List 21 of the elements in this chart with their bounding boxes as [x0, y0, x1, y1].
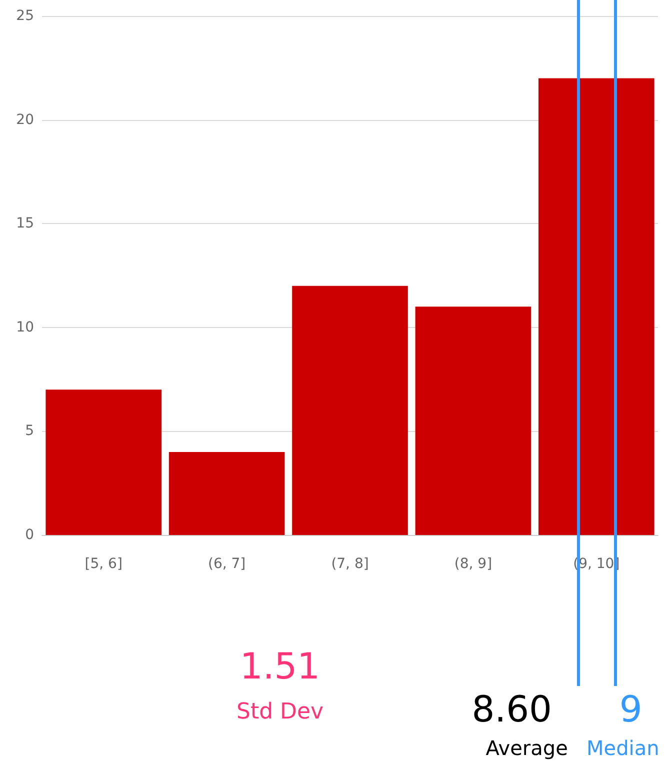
text: 9 [619, 690, 642, 730]
bar [538, 78, 654, 535]
x-tick-label: (7, 8] [331, 556, 369, 572]
y-tick-label: 5 [25, 423, 34, 440]
y-tick-label: 20 [16, 112, 34, 128]
x-tick-label: (8, 9] [454, 556, 492, 572]
ref-line-label: Average [486, 736, 568, 760]
bar [46, 390, 162, 535]
bar [292, 286, 408, 535]
ref-line-label: Median [586, 736, 660, 760]
text: 1.51 [240, 646, 320, 688]
bar [415, 306, 532, 535]
y-tick-label: 10 [16, 319, 34, 336]
x-tick-label: [5, 6] [84, 556, 122, 572]
y-tick-label: 25 [16, 8, 34, 24]
x-tick-label: (6, 7] [208, 556, 246, 572]
text: 8.60 [472, 690, 552, 730]
y-tick-label: 15 [16, 216, 34, 232]
y-tick-label: 0 [25, 527, 34, 543]
bar [168, 452, 285, 535]
text: Std Dev [236, 700, 324, 724]
